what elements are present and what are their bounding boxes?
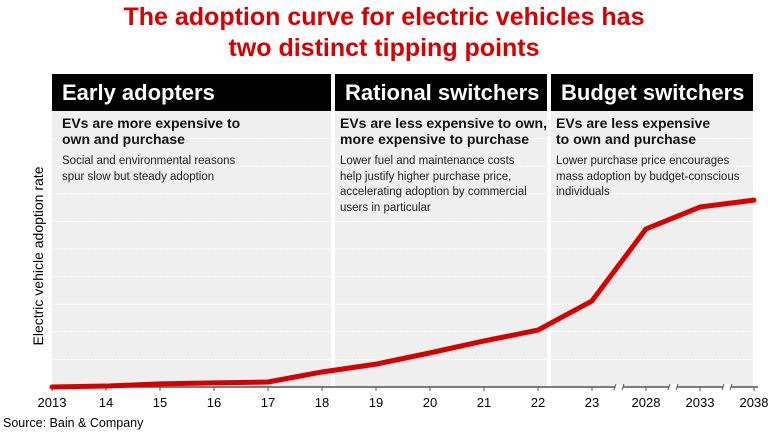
description-line: individuals	[556, 186, 610, 198]
x-tick-label: 21	[476, 395, 492, 410]
axis-break-mark	[613, 383, 617, 391]
x-tick-label: 19	[368, 395, 384, 410]
description-line: mass adoption by budget-conscious	[556, 170, 740, 183]
description-line: Lower fuel and maintenance costs	[340, 155, 515, 167]
title-line-1: The adoption curve for electric vehicles…	[123, 3, 645, 31]
phase-panel-0	[52, 74, 331, 387]
axis-break-mark	[675, 383, 679, 391]
x-tick-label: 2038	[739, 395, 768, 410]
phase-panel-2	[551, 74, 753, 387]
phase-title-early-adopters: Early adopters	[52, 74, 331, 111]
axis-break-mark	[621, 383, 625, 391]
description-line: spur slow but steady adoption	[62, 170, 215, 183]
axis-break-mark	[721, 383, 725, 391]
description-line: users in particular	[340, 201, 431, 214]
x-tick-label: 18	[314, 395, 330, 410]
x-tick-label: 2033	[685, 395, 715, 410]
headline-line: own and purchase	[62, 131, 185, 147]
x-tick-label: 2028	[631, 395, 661, 410]
axis-break-mark	[667, 383, 671, 391]
adoption-curve-line	[49, 197, 757, 390]
x-tick-label: 23	[584, 395, 600, 410]
axis-break-gap	[615, 384, 623, 390]
axis-break-gap	[723, 384, 731, 390]
headline-line: more expensive to purchase	[340, 131, 530, 147]
x-tick-label: 20	[422, 395, 438, 410]
axis-break-gap	[669, 384, 677, 390]
description-line: Social and environmental reasons	[62, 155, 236, 167]
phase-headline-early: EVs are more expensive to own and purcha…	[52, 115, 331, 147]
phase-description-budget: Lower purchase price encourages mass ado…	[551, 154, 756, 201]
phase-description-rational: Lower fuel and maintenance costs help ju…	[335, 154, 549, 216]
y-axis-label: Electric vehicle adoption rate	[30, 166, 46, 346]
x-tick-label: 2013	[37, 395, 67, 410]
description-line: Lower purchase price encourages	[556, 155, 730, 167]
headline-line: EVs are less expensive to own,	[340, 115, 547, 131]
chart-title: The adoption curve for electric vehicles…	[0, 2, 768, 64]
description-line: help justify higher purchase price,	[340, 170, 512, 183]
description-line: accelerating adoption by commercial	[340, 186, 527, 198]
headline-line: to own and purchase	[556, 131, 697, 147]
x-tick-label: 22	[530, 395, 546, 410]
x-tick-label: 14	[98, 395, 114, 410]
phase-headline-rational: EVs are less expensive to own, more expe…	[335, 115, 549, 147]
phase-title-budget-switchers: Budget switchers	[551, 74, 753, 111]
x-tick-label: 15	[152, 395, 168, 410]
axis-break-mark	[729, 383, 733, 391]
source-note: Source: Bain & Company	[3, 416, 144, 430]
phase-title-rational-switchers: Rational switchers	[335, 74, 547, 111]
x-tick-label: 17	[260, 395, 276, 410]
x-tick-label: 16	[206, 395, 222, 410]
headline-line: EVs are more expensive to	[62, 115, 241, 131]
phase-headline-budget: EVs are less expensive to own and purcha…	[551, 115, 756, 147]
headline-line: EVs are less expensive	[556, 115, 711, 131]
title-line-2: two distinct tipping points	[228, 34, 540, 62]
phase-description-early: Social and environmental reasons spur sl…	[52, 154, 331, 185]
